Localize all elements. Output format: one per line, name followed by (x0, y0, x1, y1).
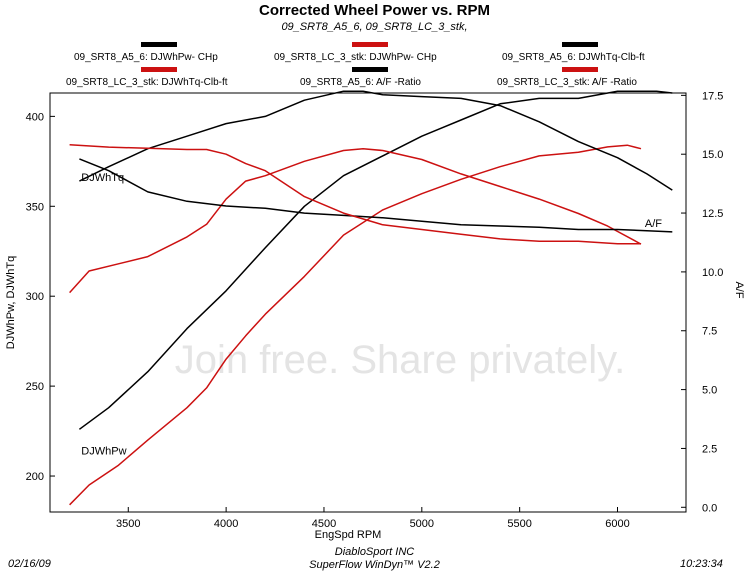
legend-a5-torque: 09_SRT8_A5_6: DJWhTq-Clb-ft (502, 52, 645, 63)
chart-title: Corrected Wheel Power vs. RPM (259, 2, 490, 19)
y2-tick-label: 2.5 (702, 443, 717, 455)
legend-swatch-lc-torque (141, 67, 177, 72)
legend-a5-power: 09_SRT8_A5_6: DJWhPw- CHp (74, 52, 218, 63)
x-tick-label: 5000 (410, 518, 434, 530)
x-tick-label: 5500 (507, 518, 531, 530)
legend-swatch-lc-af (562, 67, 598, 72)
x-tick-label: 6000 (605, 518, 629, 530)
y2-tick-label: 10.0 (702, 267, 723, 279)
legend-a5-af: 09_SRT8_A5_6: A/F -Ratio (300, 77, 421, 88)
series-line-4 (79, 158, 673, 233)
y-tick-label: 250 (26, 381, 44, 393)
y2-tick-label: 12.5 (702, 208, 723, 220)
x-tick-label: 4000 (214, 518, 238, 530)
footer-time: 10:23:34 (680, 558, 723, 570)
x-axis-label: EngSpd RPM (315, 529, 382, 541)
legend-swatch-a5-af (352, 67, 388, 72)
y-tick-label: 350 (26, 201, 44, 213)
legend-swatch-a5-power (141, 42, 177, 47)
plot-frame (49, 92, 687, 513)
series-line-5 (69, 144, 641, 245)
y-tick-label: 300 (26, 291, 44, 303)
y2-tick-label: 15.0 (702, 149, 723, 161)
legend-lc-torque: 09_SRT8_LC_3_stk: DJWhTq-Clb-ft (66, 77, 228, 88)
y2-axis-label: A/F (733, 281, 745, 298)
watermark-text: Join free. Share privately. (175, 338, 626, 382)
y2-tick-label: 17.5 (702, 90, 723, 102)
legend-swatch-lc-power (352, 42, 388, 47)
y2-tick-label: 0.0 (702, 502, 717, 514)
footer-company: DiabloSport INC (334, 546, 415, 558)
y2-tick-label: 7.5 (702, 326, 717, 338)
chart-subtitle: 09_SRT8_A5_6, 09_SRT8_LC_3_stk, (281, 21, 468, 33)
series-line-0 (78, 90, 673, 430)
annotation-label-2: A/F (645, 218, 662, 230)
series-line-3 (69, 147, 642, 294)
y-tick-label: 200 (26, 471, 44, 483)
legend-swatch-a5-torque (562, 42, 598, 47)
y-axis-label: DJWhPw, DJWhTq (5, 256, 17, 350)
x-tick-label: 3500 (116, 518, 140, 530)
footer-date: 02/16/09 (8, 558, 51, 570)
y-tick-label: 400 (26, 111, 44, 123)
x-tick-label: 4500 (312, 518, 336, 530)
annotation-label-1: DJWhPw (81, 445, 126, 457)
annotation-label-0: DJWhTq (81, 172, 124, 184)
legend-lc-power: 09_SRT8_LC_3_stk: DJWhPw- CHp (274, 52, 437, 63)
series-line-2 (79, 90, 673, 191)
series-line-1 (69, 144, 642, 506)
footer-software: SuperFlow WinDyn™ V2.2 (309, 559, 440, 571)
legend-lc-af: 09_SRT8_LC_3_stk: A/F -Ratio (497, 77, 637, 88)
y2-tick-label: 5.0 (702, 385, 717, 397)
